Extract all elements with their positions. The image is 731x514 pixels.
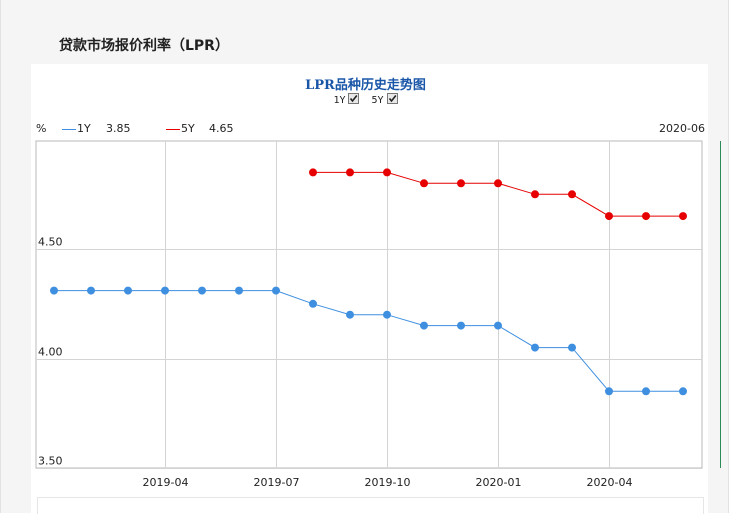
x-tick-label: 2020-04 (587, 476, 633, 489)
data-point-5y (309, 168, 317, 177)
data-point-1y (87, 286, 95, 295)
toggle-1y-label: 1Y (333, 95, 346, 106)
legend-1y-swatch (62, 128, 76, 130)
current-date-label: 2020-06 (659, 122, 705, 135)
data-point-1y (531, 343, 539, 352)
legend-1y: 1Y (62, 122, 91, 135)
x-tick-label: 2019-04 (143, 476, 189, 489)
data-point-5y (605, 212, 613, 221)
toggle-1y[interactable]: 1Y (333, 93, 360, 106)
data-point-1y (568, 343, 576, 352)
data-point-5y (531, 190, 539, 199)
data-point-5y (679, 212, 687, 221)
data-point-1y (124, 286, 132, 295)
toggle-5y-checkbox[interactable] (386, 93, 398, 104)
legend-5y-name: 5Y (181, 122, 195, 135)
data-point-1y (420, 321, 428, 330)
chart-title: LPR品种历史走势图 (305, 78, 426, 93)
x-tick-label: 2019-07 (254, 476, 300, 489)
plot-frame (35, 140, 703, 469)
legend-1y-name: 1Y (77, 122, 91, 135)
data-point-1y (161, 286, 169, 295)
legend-5y: 5Y (166, 122, 195, 135)
y-tick-label: 4.00 (38, 346, 63, 359)
legend-row: % 1Y 3.85 5Y 4.65 2020-06 (0, 122, 731, 136)
data-point-1y (50, 286, 58, 295)
data-point-1y (642, 387, 650, 396)
y-tick-label: 4.50 (38, 236, 63, 249)
data-point-5y (568, 190, 576, 199)
x-tick-label: 2020-01 (476, 476, 522, 489)
data-point-1y (494, 321, 502, 330)
legend-5y-value: 4.65 (209, 122, 234, 135)
series-line-1y (54, 290, 683, 392)
x-tick-label: 2019-10 (365, 476, 411, 489)
series-toggles: 1Y 5Y (0, 93, 731, 106)
chart-card (31, 64, 708, 513)
data-point-5y (383, 168, 391, 177)
data-point-5y (420, 179, 428, 188)
data-point-1y (457, 321, 465, 330)
data-point-1y (309, 299, 317, 308)
legend-1y-value: 3.85 (106, 122, 131, 135)
data-point-5y (642, 212, 650, 221)
data-point-5y (457, 179, 465, 188)
data-point-1y (346, 310, 354, 319)
data-point-1y (605, 387, 613, 396)
data-point-5y (494, 179, 502, 188)
toggle-5y-label: 5Y (371, 95, 384, 106)
panel-title: 贷款市场报价利率（LPR） (59, 38, 229, 54)
y-tick-label: 3.50 (38, 455, 63, 468)
data-point-1y (679, 387, 687, 396)
y-unit-label: % (36, 122, 47, 135)
data-point-5y (346, 168, 354, 177)
data-point-1y (198, 286, 206, 295)
toggle-1y-checkbox[interactable] (348, 93, 360, 104)
data-point-1y (383, 310, 391, 319)
data-point-1y (235, 286, 243, 295)
legend-5y-swatch (166, 128, 180, 130)
data-point-1y (272, 286, 280, 295)
next-section-edge (37, 497, 704, 514)
toggle-5y[interactable]: 5Y (372, 93, 398, 106)
